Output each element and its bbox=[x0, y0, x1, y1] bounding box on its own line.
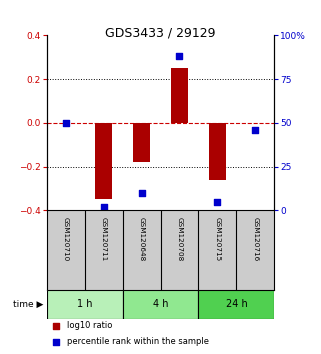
Text: GDS3433 / 29129: GDS3433 / 29129 bbox=[105, 27, 216, 40]
Text: GSM120648: GSM120648 bbox=[138, 217, 144, 261]
Point bbox=[253, 127, 258, 133]
Text: 24 h: 24 h bbox=[226, 299, 247, 309]
Text: percentile rank within the sample: percentile rank within the sample bbox=[67, 337, 209, 346]
Text: time ▶: time ▶ bbox=[13, 300, 43, 309]
Text: GSM120716: GSM120716 bbox=[252, 217, 258, 261]
Text: log10 ratio: log10 ratio bbox=[67, 321, 112, 330]
Bar bbox=[123, 290, 198, 319]
Text: GSM120708: GSM120708 bbox=[177, 217, 183, 261]
Point bbox=[53, 339, 58, 344]
Bar bbox=[133, 123, 150, 162]
Text: GSM120715: GSM120715 bbox=[214, 217, 221, 261]
Point bbox=[139, 190, 144, 196]
Bar bbox=[171, 68, 188, 123]
Point bbox=[177, 53, 182, 59]
Bar bbox=[95, 123, 112, 200]
Text: 4 h: 4 h bbox=[153, 299, 168, 309]
Point bbox=[53, 323, 58, 329]
Point bbox=[63, 120, 68, 126]
Text: GSM120711: GSM120711 bbox=[100, 217, 107, 261]
Point bbox=[101, 204, 106, 210]
Text: 1 h: 1 h bbox=[77, 299, 92, 309]
Text: GSM120710: GSM120710 bbox=[63, 217, 69, 261]
Point bbox=[215, 199, 220, 205]
Bar bbox=[198, 290, 274, 319]
Bar bbox=[209, 123, 226, 180]
Bar bbox=[47, 290, 123, 319]
